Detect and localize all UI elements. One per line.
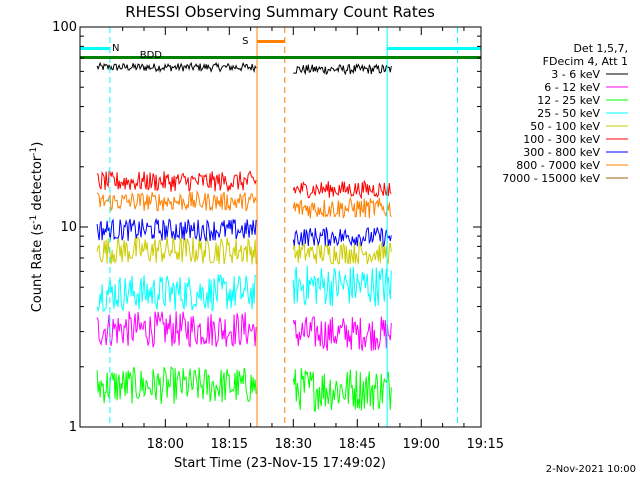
x-axis: 18:00 18:15 18:30 18:45 19:00 19:15 [122,27,504,452]
x-tick-label: 18:45 [339,437,376,452]
series-trace [292,179,392,200]
saa-bar [257,40,285,43]
series-trace [293,63,392,76]
legend-header: Det 1,5,7, [573,42,628,55]
bdd-bar [80,56,481,59]
legend-entry: 12 - 25 keV [537,94,600,107]
series-25-50-kev [96,265,392,313]
legend-header: FDecim 4, Att 1 [543,55,628,68]
plot-area: N S BDD [79,27,481,427]
series-3-6-kev [96,61,392,76]
x-tick-label: 18:00 [147,437,184,452]
series-300-800-kev [96,217,392,248]
footer-date: 2-Nov-2021 10:00 [546,464,636,475]
x-tick-label: 18:30 [275,437,312,452]
series-trace [292,240,392,265]
legend-entry: 100 - 300 keV [523,133,600,146]
series-trace [292,368,392,412]
series-trace [96,274,257,313]
legend-entry: 800 - 7000 keV [516,159,600,172]
y-axis-label: Count Rate (s-1 detector-1) [29,142,45,313]
series-6-12-kev [96,311,392,351]
series-trace [96,189,257,212]
legend-entry: 300 - 800 keV [523,146,600,159]
series-trace [96,170,257,192]
series-50-100-kev [96,236,392,265]
series-trace [292,227,392,248]
legend-entry: 3 - 6 keV [551,68,600,81]
night-label: N [112,43,119,54]
night-bar [80,47,110,50]
x-axis-label: Start Time (23-Nov-15 17:49:02) [174,456,386,471]
y-tick-label: 100 [52,20,77,35]
series-trace [96,311,257,348]
series-trace [96,217,257,242]
saa-label: S [242,36,248,47]
series-trace [292,316,392,351]
series-trace [96,366,257,404]
series-100-300-kev [96,170,392,200]
x-tick-label: 19:00 [403,437,440,452]
bdd-label: BDD [140,50,163,61]
x-tick-label: 19:15 [467,437,504,452]
series-trace [292,196,392,219]
y-axis: 1 10 100 [52,20,481,435]
y-tick-label: 1 [69,420,77,435]
series-12-25-kev [96,366,392,412]
legend-entry: 6 - 12 keV [544,81,600,94]
series-trace [292,265,392,307]
legend-entry: 50 - 100 keV [530,120,600,133]
series-800-7000-kev [96,189,392,219]
x-tick-label: 18:15 [211,437,248,452]
series-trace [96,61,257,74]
chart-title: RHESSI Observing Summary Count Rates [125,3,435,21]
series-trace [96,236,257,265]
night-bar [387,47,481,50]
legend-entry: 25 - 50 keV [537,107,600,120]
y-tick-label: 10 [60,220,77,235]
legend-entry: 7000 - 15000 keV [502,172,600,185]
